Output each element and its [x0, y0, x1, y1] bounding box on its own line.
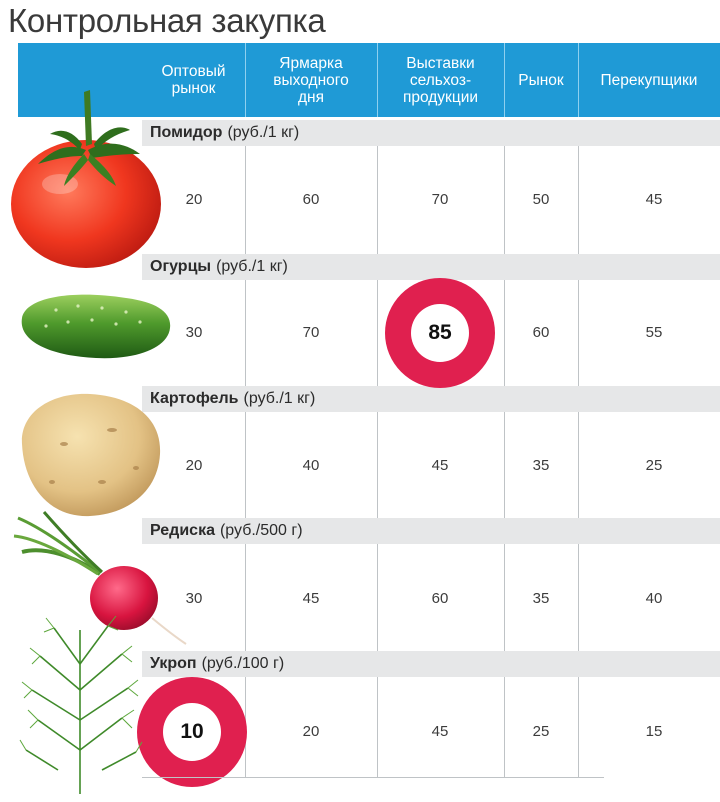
- category-row-dill: Укроп (руб./100 г): [142, 651, 720, 677]
- category-name: Укроп: [150, 655, 197, 672]
- column-divider: [504, 280, 505, 386]
- dill-image: [19, 615, 143, 794]
- category-name: Картофель: [150, 390, 239, 407]
- header-divider: [377, 43, 378, 117]
- header-divider: [245, 43, 246, 117]
- price-cell: 70: [431, 191, 449, 208]
- category-name: Огурцы: [150, 258, 212, 275]
- column-divider: [504, 677, 505, 777]
- highlight-ring: 85: [385, 278, 495, 388]
- column-header-market: Рынок: [518, 71, 564, 89]
- category-unit: (руб./1 кг): [227, 124, 300, 141]
- column-header-weekend-fair: Ярмарка выходного дня: [273, 54, 349, 106]
- category-row-potato: Картофель (руб./1 кг): [142, 386, 720, 412]
- category-unit: (руб./100 г): [201, 655, 285, 672]
- highlighted-value: 10: [163, 703, 221, 761]
- price-cell: 20: [302, 723, 320, 740]
- category-unit: (руб./1 кг): [243, 390, 316, 407]
- column-divider: [504, 146, 505, 254]
- price-cell: 55: [645, 324, 663, 341]
- column-divider: [245, 412, 246, 518]
- column-divider: [245, 146, 246, 254]
- cucumber-image: [21, 294, 171, 359]
- column-divider: [504, 412, 505, 518]
- price-cell: 45: [645, 191, 663, 208]
- tomato-image: [11, 90, 161, 268]
- category-row-radish: Редиска (руб./500 г): [142, 518, 720, 544]
- highlighted-value: 85: [411, 304, 469, 362]
- price-cell: 50: [532, 191, 550, 208]
- column-divider: [578, 280, 579, 386]
- price-cell: 35: [532, 590, 550, 607]
- column-header-wholesale: Оптовый рынок: [161, 63, 226, 97]
- highlight-ring: 10: [137, 677, 247, 787]
- price-cell: 40: [302, 457, 320, 474]
- price-cell: 15: [645, 723, 663, 740]
- price-cell: 30: [185, 590, 203, 607]
- price-cell: 45: [431, 457, 449, 474]
- header-divider: [578, 43, 579, 117]
- potato-image: [21, 393, 161, 517]
- column-divider: [245, 544, 246, 651]
- price-cell: 25: [532, 723, 550, 740]
- category-row-tomato: Помидор (руб./1 кг): [142, 120, 720, 146]
- table-header: [18, 43, 720, 117]
- column-divider: [245, 280, 246, 386]
- category-unit: (руб./1 кг): [216, 258, 288, 275]
- price-cell: 45: [302, 590, 320, 607]
- table-bottom-rule: [142, 777, 604, 778]
- price-cell: 40: [645, 590, 663, 607]
- column-divider: [578, 412, 579, 518]
- category-name: Помидор: [150, 124, 223, 141]
- column-divider: [578, 677, 579, 777]
- price-cell: 60: [532, 324, 550, 341]
- category-unit: (руб./500 г): [219, 522, 303, 539]
- column-divider: [377, 544, 378, 651]
- column-divider: [578, 146, 579, 254]
- price-cell: 70: [302, 324, 320, 341]
- price-cell: 45: [431, 723, 449, 740]
- column-divider: [578, 544, 579, 651]
- column-divider: [377, 677, 378, 777]
- price-cell: 60: [431, 590, 449, 607]
- column-divider: [504, 544, 505, 651]
- category-row-cucumbers: Огурцы (руб./1 кг): [142, 254, 720, 280]
- header-divider: [504, 43, 505, 117]
- page-title: Контрольная закупка: [8, 2, 326, 39]
- category-name: Редиска: [150, 522, 215, 539]
- price-cell: 35: [532, 457, 550, 474]
- column-divider: [377, 280, 378, 386]
- price-cell: 60: [302, 191, 320, 208]
- price-cell: 20: [185, 457, 203, 474]
- radish-image: [13, 511, 187, 645]
- price-cell: 20: [185, 191, 203, 208]
- column-divider: [377, 412, 378, 518]
- price-cell: 25: [645, 457, 663, 474]
- column-header-resellers: Перекупщики: [600, 71, 698, 89]
- column-divider: [377, 146, 378, 254]
- price-cell: 30: [185, 324, 203, 341]
- column-header-agri-exhibition: Выставки сельхоз- продукции: [402, 54, 479, 106]
